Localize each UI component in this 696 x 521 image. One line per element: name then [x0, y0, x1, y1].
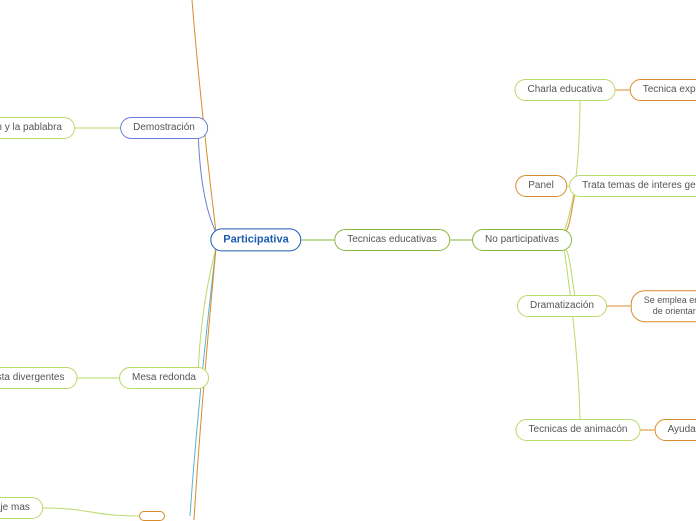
node-mesa_redonda: Mesa redonda	[119, 367, 209, 389]
node-demostracion: Demostración	[120, 117, 208, 139]
node-charla_educativa: Charla educativa	[514, 79, 615, 101]
node-tecnicas_animacion: Tecnicas de animacón	[516, 419, 641, 441]
node-accion_palabra: ación y la pablabra	[0, 117, 75, 139]
node-participativa: Participativa	[210, 228, 301, 251]
node-vista_divergentes: de vista divergentes	[0, 367, 77, 389]
node-aprendizaje_mas: dizaje mas	[0, 497, 43, 519]
node-tecnica_expositiva: Tecnica expositi	[630, 79, 696, 101]
node-tecnicas_educativas: Tecnicas educativas	[334, 229, 450, 251]
node-se_emplea: Se emplea en la ede orientarlos	[631, 290, 696, 322]
node-trata_temas: Trata temas de interes general	[569, 175, 696, 197]
node-dramatizacion: Dramatización	[517, 295, 607, 317]
node-ayuda: Ayuda a p	[655, 419, 696, 441]
node-no_participativas: No participativas	[472, 229, 572, 251]
node-panel: Panel	[515, 175, 567, 197]
